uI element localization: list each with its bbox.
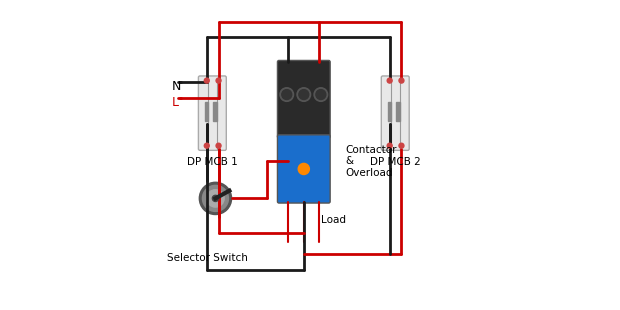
Circle shape: [281, 90, 291, 100]
Circle shape: [299, 90, 309, 100]
Circle shape: [216, 78, 221, 83]
Circle shape: [212, 195, 218, 202]
Circle shape: [280, 88, 294, 101]
Text: Contactor
&
Overload: Contactor & Overload: [346, 144, 397, 178]
Circle shape: [387, 143, 392, 148]
Text: Load: Load: [321, 215, 346, 225]
Circle shape: [399, 78, 404, 83]
Text: N: N: [172, 80, 182, 93]
Circle shape: [297, 88, 311, 101]
Bar: [388, 102, 391, 121]
Text: DP MCB 1: DP MCB 1: [187, 157, 237, 166]
Circle shape: [314, 88, 327, 101]
Circle shape: [387, 78, 392, 83]
Bar: [213, 102, 217, 121]
Circle shape: [206, 190, 224, 207]
Circle shape: [399, 143, 404, 148]
Text: Selector Switch: Selector Switch: [167, 253, 248, 263]
Circle shape: [216, 143, 221, 148]
Circle shape: [199, 182, 232, 215]
Bar: [396, 102, 400, 121]
FancyBboxPatch shape: [381, 76, 409, 150]
FancyBboxPatch shape: [278, 135, 330, 203]
Circle shape: [316, 90, 326, 100]
Text: DP MCB 2: DP MCB 2: [370, 157, 420, 166]
Circle shape: [298, 163, 309, 175]
Circle shape: [204, 143, 210, 148]
FancyBboxPatch shape: [278, 60, 330, 138]
Circle shape: [202, 185, 228, 211]
Bar: [205, 102, 208, 121]
Circle shape: [204, 78, 210, 83]
FancyBboxPatch shape: [198, 76, 226, 150]
Text: L: L: [172, 96, 179, 109]
